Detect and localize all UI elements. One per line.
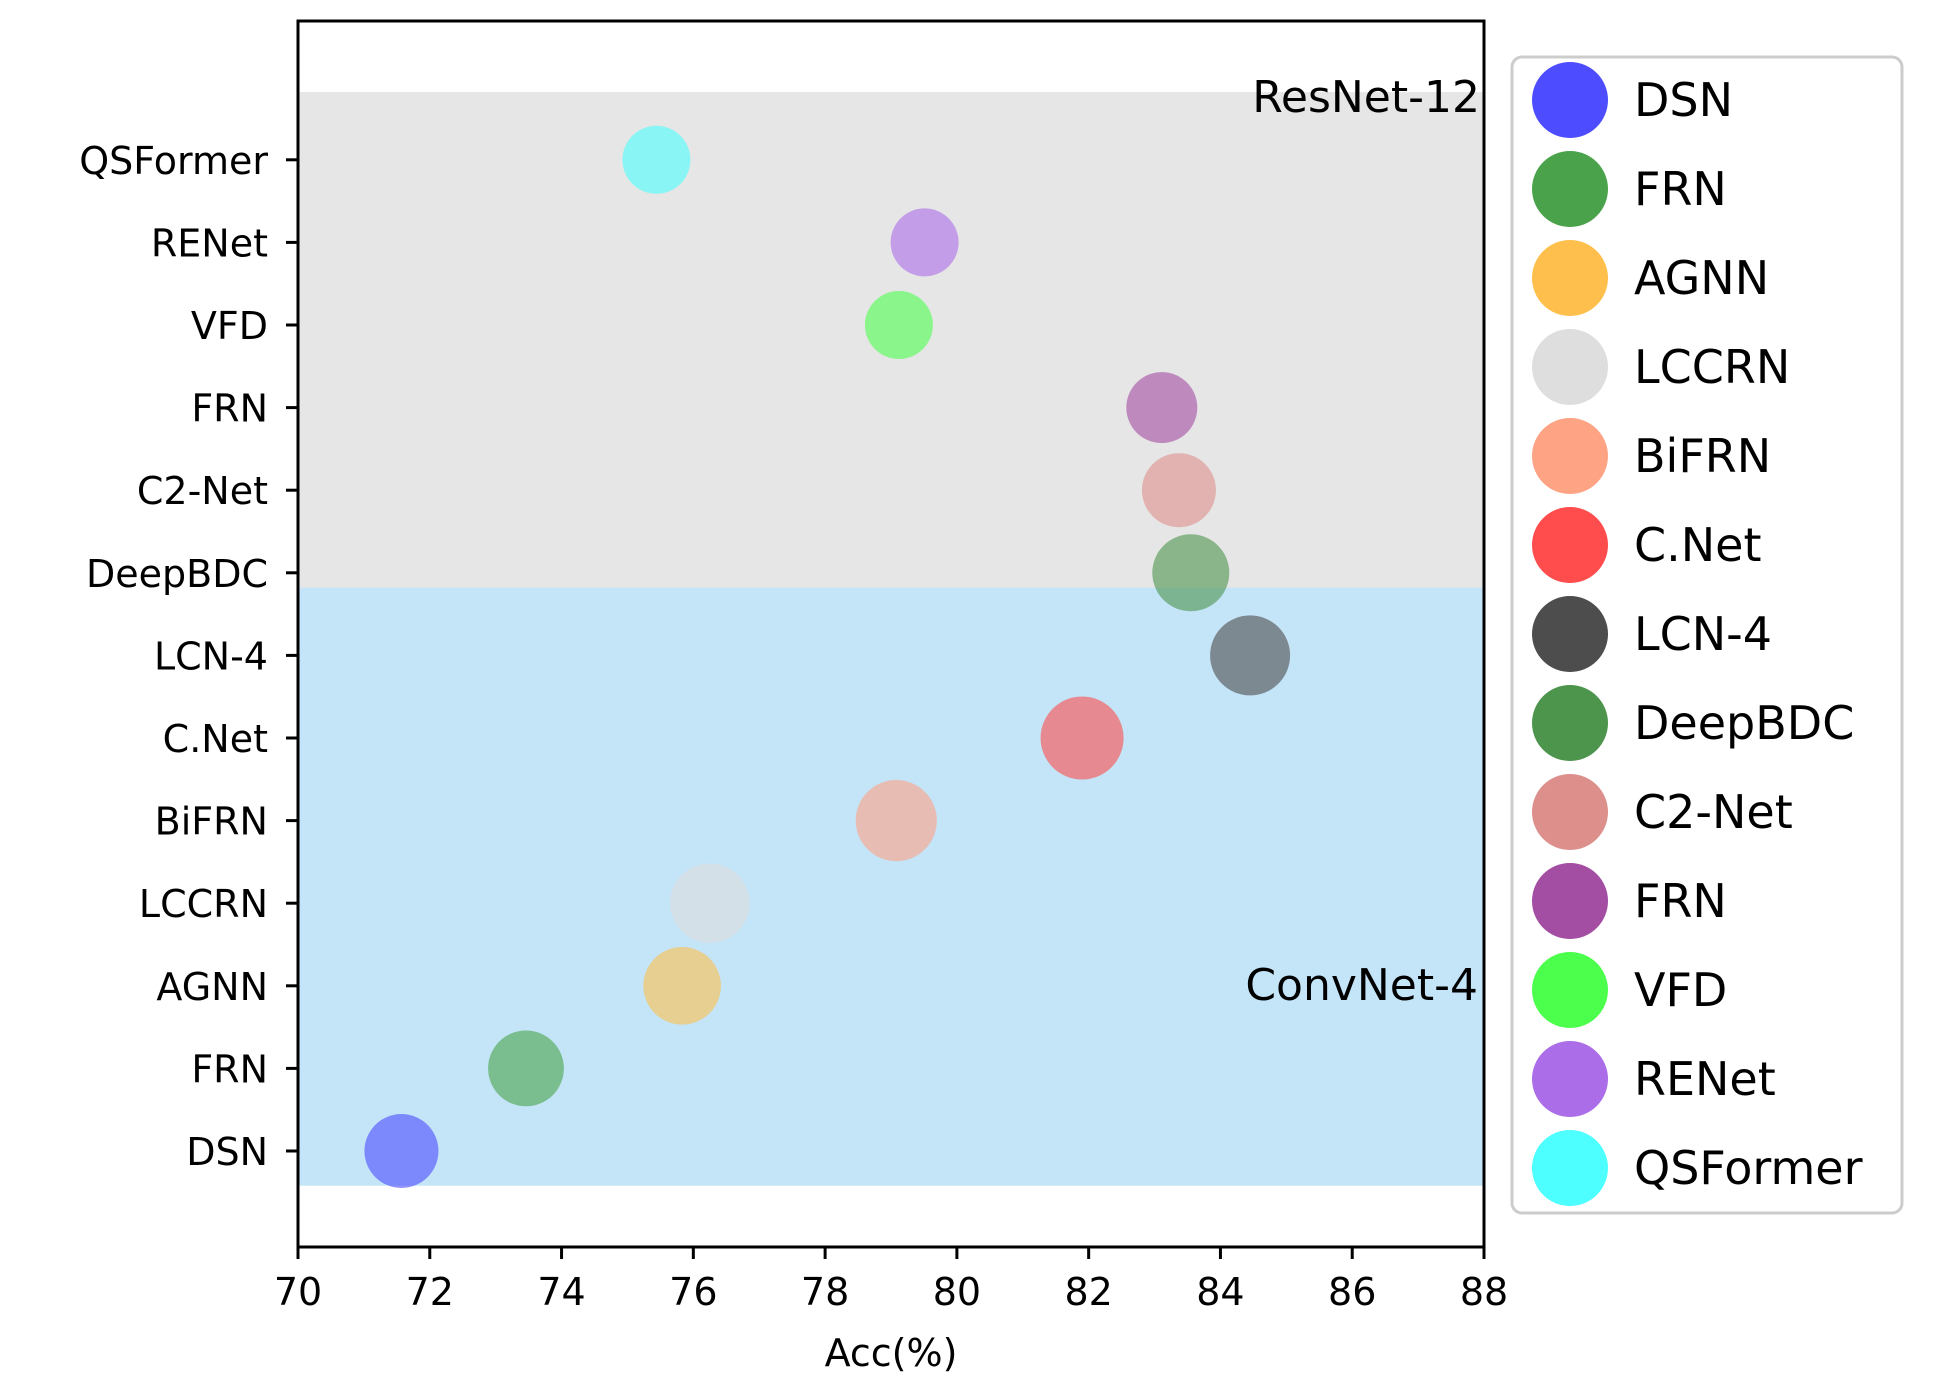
legend-label: FRN <box>1634 874 1727 928</box>
legend-label: C2-Net <box>1634 785 1793 839</box>
data-point <box>1040 696 1124 780</box>
legend-marker <box>1532 596 1608 672</box>
legend-marker <box>1532 240 1608 316</box>
legend-marker <box>1532 418 1608 494</box>
legend-label: DSN <box>1634 73 1733 127</box>
y-tick-label: BiFRN <box>155 800 268 844</box>
legend-label: BiFRN <box>1634 429 1771 483</box>
data-point <box>364 1114 439 1188</box>
y-tick-label: AGNN <box>156 965 268 1009</box>
legend-marker <box>1532 62 1608 138</box>
y-tick-label: C.Net <box>163 717 268 761</box>
legend-frame <box>1510 55 1904 1215</box>
data-point <box>643 947 721 1025</box>
y-tick-label: DeepBDC <box>86 552 268 596</box>
x-tick-label: 84 <box>1196 1270 1244 1314</box>
region-label-resnet: ResNet-12 <box>1252 72 1480 123</box>
y-tick-label: LCN-4 <box>154 634 268 678</box>
legend-label: DeepBDC <box>1634 696 1854 750</box>
y-tick-label: DSN <box>186 1130 268 1174</box>
legend-label: LCN-4 <box>1634 607 1772 661</box>
data-points <box>364 125 1291 1188</box>
data-point <box>670 863 750 943</box>
data-point <box>890 208 959 277</box>
x-tick-label: 78 <box>801 1270 849 1314</box>
x-tick-label: 74 <box>537 1270 585 1314</box>
legend-marker <box>1532 507 1608 583</box>
y-tick-label: VFD <box>191 304 268 348</box>
y-tick-label: FRN <box>191 387 268 431</box>
x-tick-label: 86 <box>1328 1270 1376 1314</box>
legend-marker <box>1532 774 1608 850</box>
data-point <box>864 291 933 359</box>
legend-label: RENet <box>1634 1052 1776 1106</box>
legend-marker <box>1532 1130 1608 1206</box>
legend-label: FRN <box>1634 162 1727 216</box>
data-point <box>1210 615 1291 696</box>
background-regions <box>298 92 1484 1186</box>
x-tick-label: 72 <box>406 1270 454 1314</box>
y-axis: DSN FRN AGNN LCCRN BiFRN C.Net LCN-4 DeepBDC C2-… <box>79 139 298 1174</box>
data-point <box>1141 453 1216 528</box>
x-axis-label: Acc(%) <box>825 1331 958 1375</box>
legend-marker <box>1532 329 1608 405</box>
y-tick-label: C2-Net <box>137 469 268 513</box>
legend-marker <box>1532 151 1608 227</box>
legend-label: VFD <box>1634 963 1727 1017</box>
x-axis: 70 72 74 76 78 80 82 84 86 88 <box>274 1247 1508 1314</box>
legend-marker <box>1532 1041 1608 1117</box>
y-tick-label: FRN <box>191 1047 268 1091</box>
plot-frame <box>296 19 1486 1249</box>
y-tick-label: QSFormer <box>79 139 268 183</box>
legend-label: AGNN <box>1634 251 1769 305</box>
data-point <box>1126 372 1198 444</box>
x-tick-label: 88 <box>1460 1270 1508 1314</box>
legend-label: C.Net <box>1634 518 1762 572</box>
region-label-convnet: ConvNet-4 <box>1245 960 1478 1011</box>
x-tick-label: 70 <box>274 1270 322 1314</box>
x-tick-label: 80 <box>933 1270 981 1314</box>
legend: DSN FRN AGNN LCCRN BiFRN C.Net LCN-4 DeepBDC C2-… <box>1510 55 1904 1215</box>
data-point <box>622 125 691 194</box>
data-point <box>855 780 937 862</box>
y-tick-label: LCCRN <box>139 882 268 926</box>
region-2 <box>298 587 1484 1186</box>
legend-marker <box>1532 863 1608 939</box>
data-point <box>1152 534 1230 612</box>
legend-marker <box>1532 952 1608 1028</box>
x-tick-label: 82 <box>1064 1270 1112 1314</box>
legend-marker <box>1532 685 1608 761</box>
legend-label: QSFormer <box>1634 1141 1863 1195</box>
data-point <box>488 1030 564 1107</box>
region-labels: ResNet-12 ConvNet-4 <box>1245 72 1480 1011</box>
x-tick-label: 76 <box>669 1270 717 1314</box>
legend-label: LCCRN <box>1634 340 1790 394</box>
y-tick-label: RENet <box>151 221 268 265</box>
